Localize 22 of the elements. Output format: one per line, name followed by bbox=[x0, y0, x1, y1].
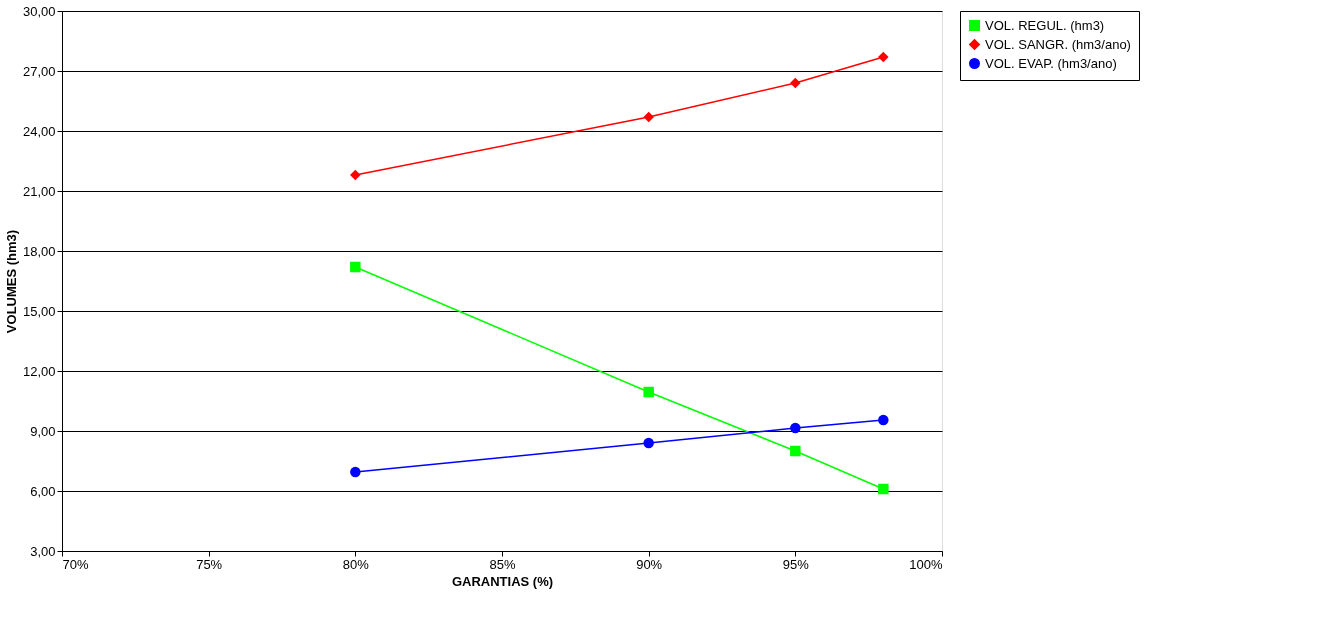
x-tick-label: 100% bbox=[909, 556, 943, 572]
y-tick-label: 3,00 bbox=[30, 543, 56, 559]
x-axis-title: GARANTIAS (%) bbox=[451, 573, 554, 589]
y-tick-label: 27,00 bbox=[22, 63, 56, 79]
y-tick-label: 18,00 bbox=[22, 243, 56, 259]
legend-label: VOL. SANGR. (hm3/ano) bbox=[985, 36, 1131, 52]
x-tick-label: 75% bbox=[196, 556, 223, 572]
x-tick-label: 80% bbox=[342, 556, 370, 572]
y-tick-label: 24,00 bbox=[22, 123, 56, 139]
y-tick-label: 9,00 bbox=[30, 423, 56, 439]
legend-label: VOL. REGUL. (hm3) bbox=[985, 17, 1105, 33]
x-tick-label: 85% bbox=[489, 556, 516, 572]
y-tick-label: 21,00 bbox=[22, 183, 56, 199]
x-tick-label: 70% bbox=[62, 556, 89, 572]
x-tick-label: 95% bbox=[782, 556, 810, 572]
y-tick-label: 6,00 bbox=[30, 483, 56, 499]
x-tick-label: 90% bbox=[636, 556, 663, 572]
y-tick-label: 15,00 bbox=[22, 303, 56, 319]
legend-label: VOL. EVAP. (hm3/ano) bbox=[985, 55, 1117, 71]
y-axis-title: VOLUMES (hm3) bbox=[3, 229, 19, 334]
y-tick-label: 30,00 bbox=[22, 3, 56, 19]
y-tick-label: 12,00 bbox=[22, 363, 56, 379]
